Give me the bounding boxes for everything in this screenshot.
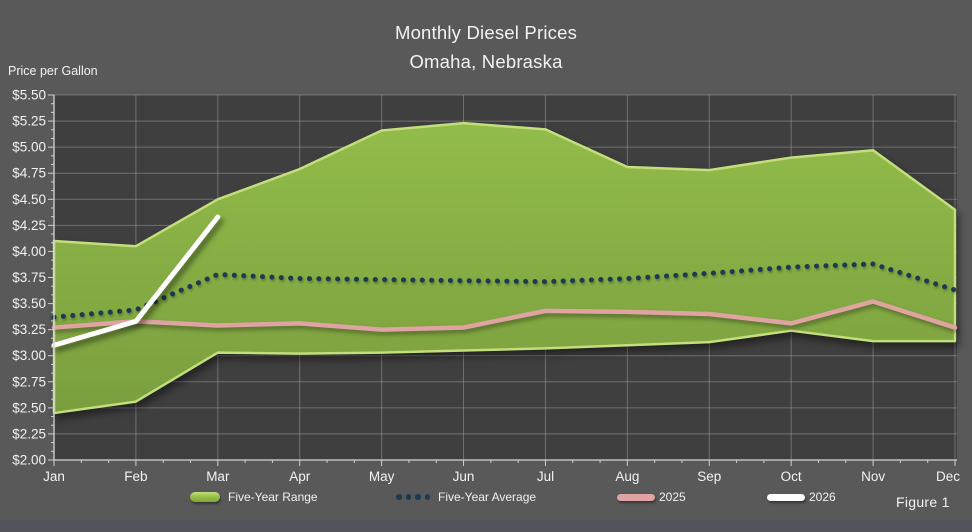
figure-caption: Figure 1 [896,494,950,510]
y-tick-label: $3.00 [12,348,46,363]
x-tick-label: Dec [936,469,960,484]
x-tick-label: Sep [697,469,721,484]
chart-title-line1: Monthly Diesel Prices [394,22,578,43]
legend-item-five-year-average: Five-Year Average [396,489,536,505]
y-tick-label: $4.75 [12,166,46,181]
legend-item-five-year-range: Five-Year Range [190,489,318,505]
x-tick-label: Aug [615,469,639,484]
y-tick-label: $2.75 [12,374,46,389]
y-tick-label: $5.00 [12,140,46,155]
y-tick-label: $3.25 [12,322,46,337]
y-tick-label: $3.50 [12,296,46,311]
y-tick-label: $4.25 [12,218,46,233]
line-2026-swatch [767,493,805,501]
y-tick-label: $4.50 [12,192,46,207]
y-tick-label: $2.50 [12,400,46,415]
chart-title-line2: Omaha, Nebraska [409,51,563,72]
legend-item-2026: 2026 [767,489,836,505]
x-tick-label: Jan [43,469,65,484]
five-year-range-swatch [190,492,220,502]
y-tick-label: $5.25 [12,114,46,129]
legend-item-2025: 2025 [617,489,686,505]
line-2025-swatch [617,493,655,501]
y-axis-title: Price per Gallon [8,64,98,78]
legend-label-2026: 2026 [809,490,836,504]
x-tick-label: Mar [206,469,230,484]
footer-strip [0,520,972,532]
x-tick-label: Jul [537,469,554,484]
x-tick-label: Oct [781,469,802,484]
x-tick-label: Jun [453,469,475,484]
x-tick-label: May [369,469,395,484]
y-tick-label: $4.00 [12,244,46,259]
chart-title: Monthly Diesel Prices Omaha, Nebraska [0,18,972,76]
x-tick-label: Feb [124,469,147,484]
legend-label-five-year-range: Five-Year Range [228,490,318,504]
y-tick-label: $5.50 [12,88,46,103]
y-tick-label: $2.25 [12,426,46,441]
x-tick-label: Apr [289,469,311,484]
chart-legend: Five-Year Range Five-Year Average 2025 2… [0,489,972,507]
x-tick-label: Nov [861,469,885,484]
five-year-average-swatch [396,494,430,500]
legend-label-2025: 2025 [659,490,686,504]
y-tick-label: $2.00 [12,453,46,468]
y-tick-label: $3.75 [12,270,46,285]
legend-label-five-year-average: Five-Year Average [438,490,537,504]
